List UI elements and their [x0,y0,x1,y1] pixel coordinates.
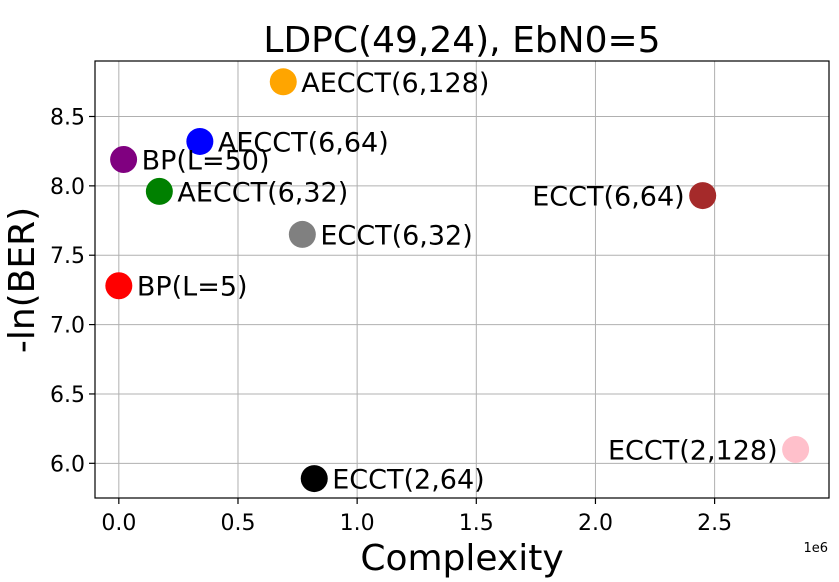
point-labels: BP(L=5) BP(L=50)AECCT(6,32) AECCT(6,64) AEC… [137,68,778,496]
axis-ticks: 0.0 0.5 1.0 1.5 2.0 2.5 6.0 6.5 7.0 7.5 8.0 8.5 [50,105,732,536]
y-tick-label: 6.0 [50,452,85,477]
point-label: ECCT(2,64) [332,465,484,496]
data-point [689,182,717,210]
data-point [269,68,297,96]
x-tick-label: 1.0 [340,511,375,536]
y-axis-title: -ln(BER) [2,207,43,353]
data-point [105,272,133,300]
point-label: AECCT(6,32) [177,177,348,208]
point-label: ECCT(2,128) [608,435,778,466]
point-label: AECCT(6,64) [218,127,389,158]
y-tick-label: 6.5 [50,383,85,408]
point-label: AECCT(6,128) [301,68,489,99]
x-tick-label: 2.5 [697,511,732,536]
point-label: BP(L=50) [142,145,270,176]
y-tick-label: 7.0 [50,314,85,339]
point-label: ECCT(6,64) [532,182,684,213]
plot-frame [94,60,830,499]
point-label: ECCT(6,32) [320,220,472,251]
x-tick-label: 0.5 [220,511,255,536]
y-tick-label: 8.5 [50,105,85,130]
data-points [105,68,810,493]
data-point [288,220,316,248]
x-offset-label: 1e6 [803,541,828,556]
chart-title: LDPC(49,24), EbN0=5 [263,20,660,61]
y-tick-label: 8.0 [50,175,85,200]
grid [95,61,829,498]
data-point [110,145,138,173]
data-point [300,465,328,493]
y-tick-label: 7.5 [50,244,85,269]
data-point [782,435,810,463]
x-tick-label: 0.0 [101,511,136,536]
x-axis-title: Complexity [360,538,563,579]
data-point [186,127,214,155]
data-point [145,177,173,205]
x-tick-label: 1.5 [459,511,494,536]
x-tick-label: 2.0 [578,511,613,536]
point-label: BP(L=5) [137,272,248,303]
